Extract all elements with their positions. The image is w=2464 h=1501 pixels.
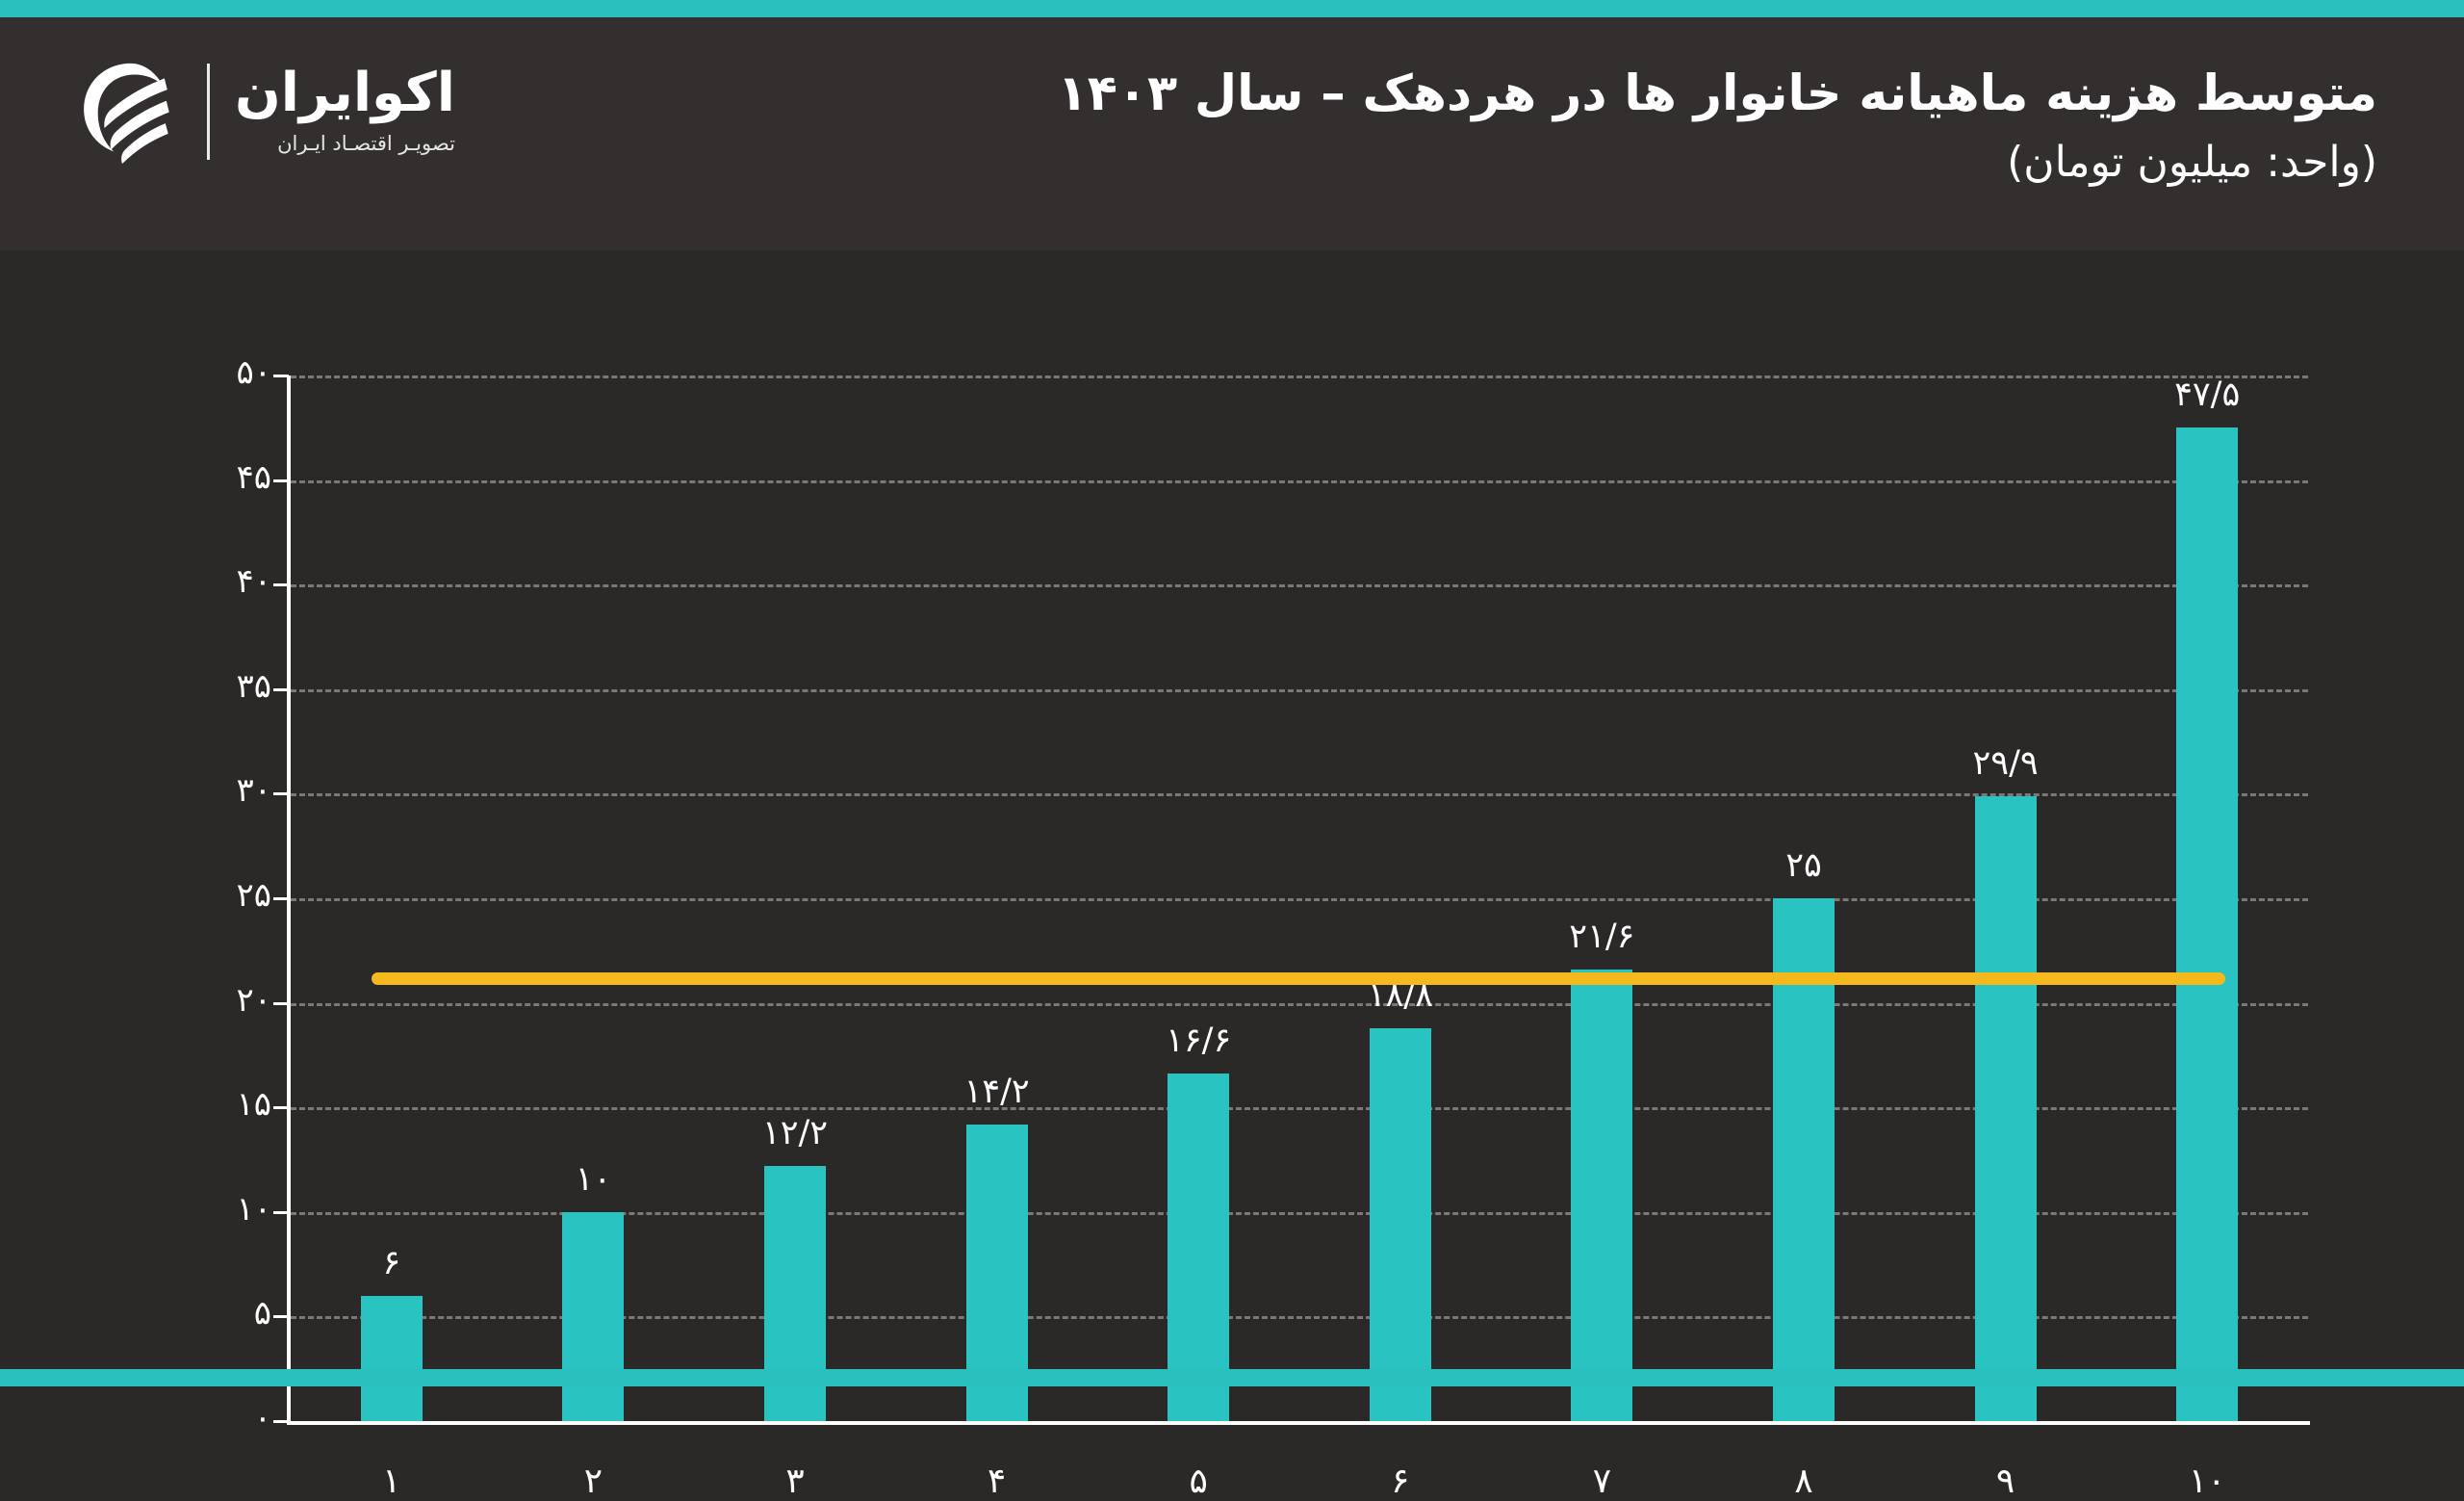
x-axis-line <box>287 1421 2310 1425</box>
bar[interactable] <box>1369 1027 1431 1421</box>
bottom-accent-bar <box>0 1369 2464 1386</box>
logo-divider <box>207 64 210 160</box>
y-axis-tick-mark <box>273 1106 289 1110</box>
bar-value-label: ۲۹/۹ <box>1972 743 2039 783</box>
bar[interactable] <box>1773 898 1835 1421</box>
header-band: اکوایران تصویـر اقتصـاد ایـران متوسط هزی… <box>0 17 2464 250</box>
bars-layer: ۰ ۵ ۱۰ ۱۵ ۲۰ ۲۵ ۳۰ ۳۵ ۴۰ ۴۵ ۵۰ ۶ ۱ ۱۰ ۲ ۱۲/۲ ۳ ۱۴/۲ ۴ ۱۶/۶ ۵… <box>0 250 2464 1501</box>
bar[interactable] <box>360 1295 423 1421</box>
bar-value-label: ۲۱/۶ <box>1569 917 1635 956</box>
bar[interactable] <box>1571 969 1633 1421</box>
brand-tagline: تصویـر اقتصـاد ایـران <box>277 131 455 155</box>
eco-iran-swoosh-logo-icon <box>72 58 176 166</box>
bar[interactable] <box>2176 427 2239 1421</box>
brand-name: اکوایران <box>235 61 455 124</box>
y-axis-tick-label: ۰ <box>253 1399 271 1437</box>
bar-value-label: ۴۷/۵ <box>2174 375 2241 415</box>
title-block: متوسط هزینه ماهیانه خانوار ها در هردهک –… <box>1058 64 2377 190</box>
y-axis-tick-label: ۲۰ <box>236 980 271 1020</box>
y-axis-tick-mark <box>273 375 289 377</box>
gridline <box>291 479 2308 483</box>
y-axis-tick-label: ۱۵ <box>236 1085 271 1125</box>
x-axis-tick-label: ۳ <box>785 1462 805 1501</box>
x-axis-tick-label: ۴ <box>987 1462 1007 1501</box>
x-axis-tick-label: ۶ <box>1391 1462 1410 1501</box>
bar-value-label: ۲۵ <box>1785 846 1822 885</box>
y-axis-tick-label: ۳۰ <box>236 771 271 811</box>
y-axis-tick-label: ۲۵ <box>236 876 271 915</box>
x-axis-tick-label: ۷ <box>1592 1462 1612 1501</box>
y-axis-tick-label: ۵ <box>253 1294 271 1333</box>
y-axis-tick-mark <box>273 583 289 587</box>
bar-value-label: ۶ <box>382 1243 401 1282</box>
bar-value-label: ۱۲/۲ <box>761 1114 829 1153</box>
y-axis-tick-mark <box>273 687 289 691</box>
average-reference-line <box>372 971 2225 985</box>
chart-title: متوسط هزینه ماهیانه خانوار ها در هردهک –… <box>1057 65 2377 122</box>
brand-text: اکوایران تصویـر اقتصـاد ایـران <box>235 65 455 158</box>
y-axis-line <box>287 375 291 1425</box>
gridline <box>291 1002 2308 1006</box>
y-axis-tick-mark <box>273 1420 289 1423</box>
x-axis-tick-label: ۸ <box>1794 1462 1813 1501</box>
gridline <box>291 688 2308 692</box>
chart-plot-area: ۰ ۵ ۱۰ ۱۵ ۲۰ ۲۵ ۳۰ ۳۵ ۴۰ ۴۵ ۵۰ ۶ ۱ ۱۰ ۲ ۱۲/۲ ۳ ۱۴/۲ ۴ ۱۶/۶ ۵… <box>0 250 2464 1501</box>
chart-subtitle: (واحد: میلیون تومان) <box>2007 137 2377 187</box>
bar[interactable] <box>562 1211 625 1421</box>
brand-logo[interactable]: اکوایران تصویـر اقتصـاد ایـران <box>72 58 455 166</box>
y-axis-tick-label: ۴۵ <box>236 457 271 497</box>
y-axis-tick-mark <box>273 1210 289 1214</box>
bar-value-label: ۱۶/۶ <box>1166 1022 1232 1061</box>
x-axis-tick-label: ۲ <box>583 1462 603 1501</box>
gridline <box>291 1211 2308 1215</box>
bar-value-label: ۱۰ <box>575 1159 612 1199</box>
gridline <box>291 793 2308 797</box>
y-axis-tick-label: ۱۰ <box>236 1189 271 1229</box>
gridline <box>291 1107 2308 1111</box>
y-axis-tick-mark <box>273 1001 289 1005</box>
y-axis-tick-label: ۳۵ <box>236 666 271 706</box>
gridline <box>291 375 2308 378</box>
y-axis-tick-mark <box>273 897 289 900</box>
y-axis-tick-mark <box>273 792 289 796</box>
x-axis-tick-label: ۵ <box>1189 1462 1208 1501</box>
x-axis-tick-label: ۱ <box>382 1462 401 1501</box>
bar[interactable] <box>1168 1074 1230 1421</box>
gridline <box>291 1316 2308 1320</box>
gridline <box>291 898 2308 901</box>
bar[interactable] <box>1974 795 2037 1421</box>
x-axis-tick-label: ۱۰ <box>2188 1462 2226 1501</box>
gridline <box>291 584 2308 588</box>
top-accent-bar <box>0 0 2464 17</box>
y-axis-tick-mark <box>273 1315 289 1319</box>
x-axis-tick-label: ۹ <box>1995 1462 2015 1501</box>
y-axis-tick-mark <box>273 479 289 482</box>
bar-value-label: ۱۴/۲ <box>963 1072 1030 1111</box>
y-axis-tick-label: ۴۰ <box>236 562 271 602</box>
y-axis-tick-label: ۵۰ <box>236 353 271 392</box>
